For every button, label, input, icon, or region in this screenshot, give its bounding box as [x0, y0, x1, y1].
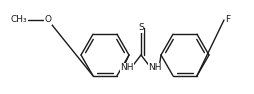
Text: CH₃: CH₃: [10, 16, 27, 25]
Text: F: F: [225, 16, 230, 25]
Text: S: S: [138, 24, 144, 33]
Text: NH: NH: [120, 64, 134, 72]
Text: O: O: [44, 16, 52, 25]
Text: NH: NH: [148, 64, 162, 72]
